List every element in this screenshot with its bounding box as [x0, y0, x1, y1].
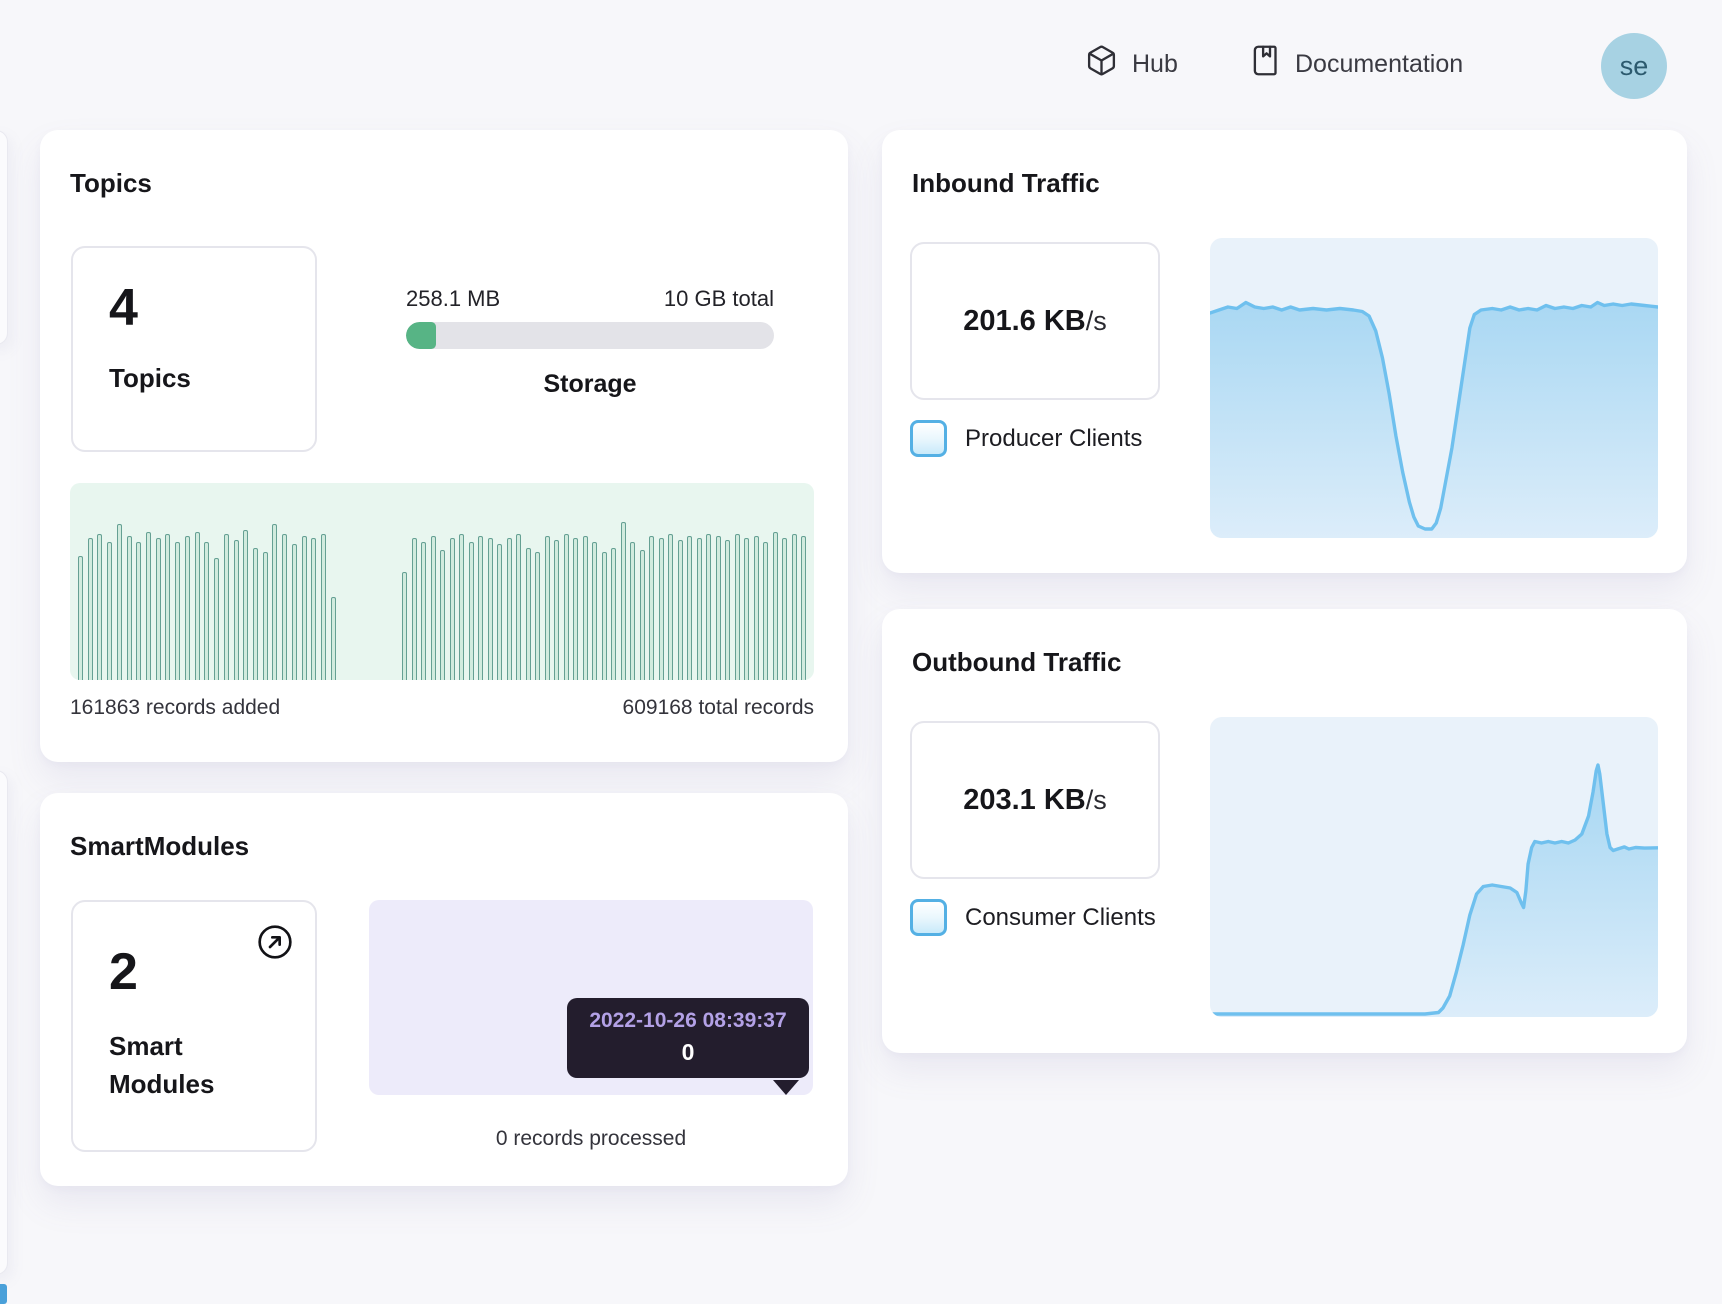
producer-clients-label: Producer Clients: [965, 424, 1143, 452]
inbound-rate-box: 201.6 KB/s: [910, 242, 1160, 400]
smartmodules-card-title: SmartModules: [70, 831, 250, 861]
outbound-rate-box: 203.1 KB/s: [910, 721, 1160, 879]
book-icon: [1248, 44, 1281, 84]
smartmodules-activity-chart[interactable]: 2022-10-26 08:39:37 0: [369, 900, 813, 1095]
records-summary-row: 161863 records added 609168 total record…: [70, 696, 814, 720]
records-processed-label: 0 records processed: [495, 1127, 687, 1150]
outbound-traffic-chart[interactable]: [1210, 717, 1658, 1017]
consumer-clients-label: Consumer Clients: [965, 903, 1156, 931]
hub-label: Hub: [1132, 49, 1178, 78]
inbound-rate-unit: /s: [1085, 305, 1107, 336]
outbound-card-title: Outbound Traffic: [912, 647, 1122, 677]
topics-card: Topics 4 Topics 258.1 MB 10 GB total Sto…: [40, 130, 848, 762]
hub-link[interactable]: Hub: [1085, 40, 1178, 88]
storage-progress-bar: [406, 322, 774, 349]
total-records-label: 609168 total records: [622, 696, 814, 719]
offscreen-card-edge-top: [0, 130, 8, 345]
avatar[interactable]: se: [1601, 33, 1667, 99]
storage-progress-fill: [406, 322, 436, 349]
inbound-traffic-card: Inbound Traffic 201.6 KB/s Producer Clie…: [882, 130, 1687, 573]
storage-used-value: 258.1 MB: [406, 286, 501, 311]
smartmodules-count: 2: [109, 943, 138, 1001]
storage-caption: Storage: [543, 370, 637, 398]
inbound-card-title: Inbound Traffic: [912, 168, 1100, 198]
documentation-label: Documentation: [1295, 49, 1464, 78]
records-bar-group-right: [402, 483, 806, 680]
external-link-icon[interactable]: [255, 922, 295, 962]
outbound-legend: Consumer Clients: [910, 899, 1156, 936]
smartmodules-count-label: Smart Modules: [109, 1031, 215, 1099]
topics-card-title: Topics: [70, 168, 152, 198]
records-bar-group-left: [78, 483, 336, 680]
topics-records-chart[interactable]: [70, 483, 814, 680]
topics-count: 4: [109, 279, 138, 337]
smartmodules-stat-box[interactable]: 2 Smart Modules: [71, 900, 317, 1152]
storage-total-value: 10 GB total: [663, 286, 774, 311]
inbound-legend: Producer Clients: [910, 420, 1142, 457]
tooltip-pointer: [773, 1080, 799, 1095]
documentation-link[interactable]: Documentation: [1248, 40, 1463, 88]
records-added-label: 161863 records added: [70, 696, 281, 719]
producer-clients-checkbox[interactable]: [910, 420, 947, 457]
smartmodules-card: SmartModules 2 Smart Modules 2022-10-26 …: [40, 793, 848, 1186]
topics-stat-box[interactable]: 4 Topics: [71, 246, 317, 452]
inbound-rate-value: 201.6 KB: [963, 304, 1086, 337]
offscreen-card-edge-bottom: [0, 770, 8, 1275]
tooltip-value: 0: [681, 1039, 695, 1065]
outbound-rate-value: 203.1 KB: [963, 783, 1086, 816]
chart-tooltip: 2022-10-26 08:39:37 0: [567, 998, 809, 1078]
package-icon: [1085, 44, 1118, 84]
inbound-traffic-chart[interactable]: [1210, 238, 1658, 538]
chat-widget-edge: [0, 1284, 7, 1304]
outbound-traffic-card: Outbound Traffic 203.1 KB/s Consumer Cli…: [882, 609, 1687, 1053]
tooltip-timestamp: 2022-10-26 08:39:37: [589, 1009, 787, 1032]
outbound-rate-unit: /s: [1085, 784, 1107, 815]
topics-count-label: Topics: [109, 363, 191, 393]
consumer-clients-checkbox[interactable]: [910, 899, 947, 936]
